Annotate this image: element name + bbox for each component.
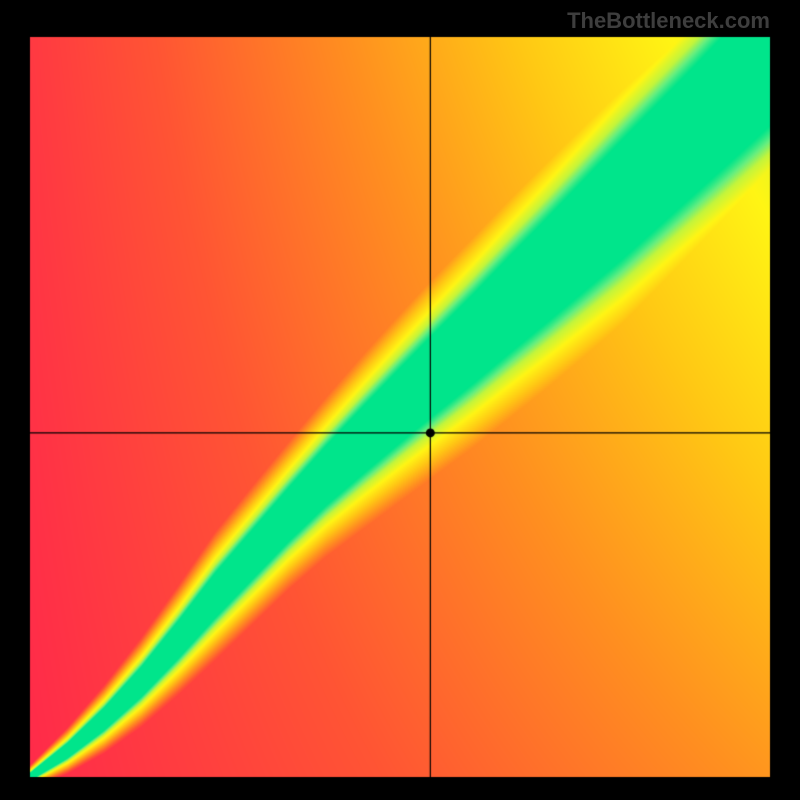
watermark-label: TheBottleneck.com — [567, 8, 770, 34]
chart-container: { "chart": { "type": "heatmap", "canvas_… — [0, 0, 800, 800]
heatmap-canvas — [0, 0, 800, 800]
